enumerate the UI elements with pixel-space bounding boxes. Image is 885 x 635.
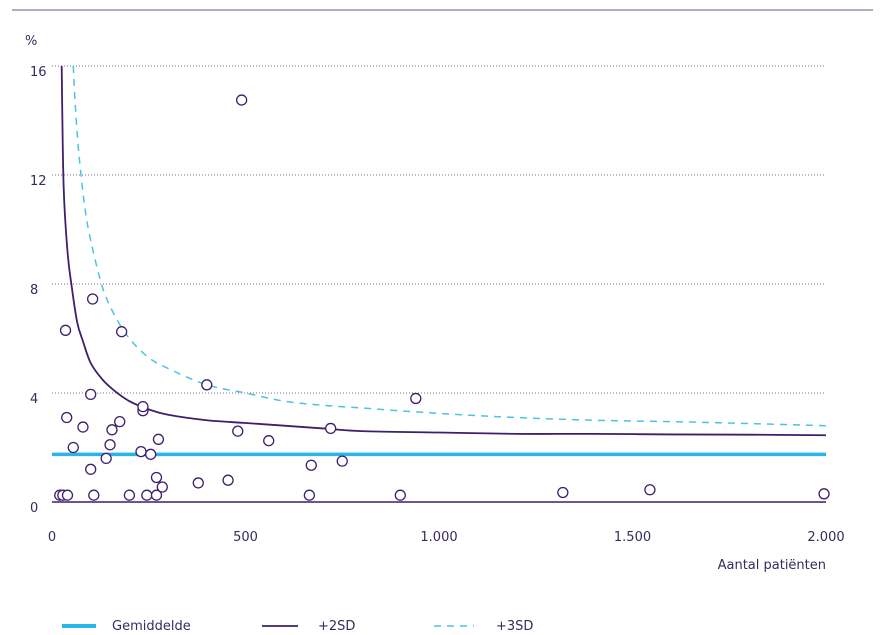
data-point — [114, 415, 126, 428]
data-point — [818, 488, 830, 500]
data-points — [54, 94, 830, 501]
data-point — [557, 486, 569, 499]
data-point — [86, 293, 99, 305]
data-point — [85, 388, 97, 401]
grid — [52, 65, 826, 394]
data-point — [59, 324, 72, 336]
data-point — [61, 489, 74, 501]
x-axis-label: Aantal patiënten — [718, 558, 826, 573]
legend-mean-label: Gemiddelde — [112, 619, 191, 634]
y-axis-label: % — [25, 34, 37, 49]
data-point — [150, 489, 163, 501]
data-point — [116, 326, 128, 338]
data-point — [336, 455, 348, 467]
x-tick-label: 500 — [233, 530, 258, 545]
x-tick-label: 0 — [48, 530, 56, 545]
data-point — [303, 489, 316, 501]
data-point — [263, 435, 275, 447]
legend-sd3-label: +3SD — [496, 619, 533, 634]
data-point — [141, 489, 153, 501]
y-tick-label: 16 — [30, 65, 47, 80]
data-point — [192, 477, 204, 489]
sd2-line — [60, 65, 827, 437]
data-point — [152, 433, 165, 445]
data-point — [235, 94, 248, 106]
y-tick-label: 12 — [30, 174, 47, 189]
legend: Gemiddelde +2SD +3SD — [62, 619, 533, 634]
data-point — [222, 474, 234, 486]
data-point — [67, 441, 79, 454]
data-point — [644, 484, 656, 496]
data-point — [77, 421, 89, 433]
legend-sd2-label: +2SD — [318, 619, 355, 634]
data-point — [305, 459, 317, 471]
x-tick-labels: 0 500 1.000 1.500 2.000 — [48, 530, 845, 545]
data-point — [394, 489, 406, 501]
data-point — [410, 392, 422, 405]
x-tick-label: 1.500 — [614, 530, 651, 545]
x-tick-label: 2.000 — [807, 530, 844, 545]
data-point — [137, 400, 149, 413]
data-point — [201, 379, 213, 391]
x-tick-label: 1.000 — [420, 530, 457, 545]
data-point — [85, 463, 97, 475]
data-point — [106, 424, 118, 436]
data-point — [100, 452, 112, 465]
data-point — [104, 439, 116, 451]
data-point — [324, 422, 337, 435]
data-point — [232, 425, 244, 437]
data-point — [150, 471, 163, 484]
y-tick-labels: 0 4 8 12 16 — [30, 65, 47, 516]
y-tick-label: 4 — [30, 392, 38, 407]
y-tick-label: 0 — [30, 501, 38, 516]
data-point — [61, 411, 73, 424]
data-point — [88, 489, 100, 501]
data-point — [135, 445, 147, 458]
data-point — [123, 489, 136, 501]
data-point — [156, 481, 168, 493]
y-tick-label: 8 — [30, 283, 38, 298]
data-point — [145, 448, 157, 460]
sd3-line — [72, 65, 827, 427]
